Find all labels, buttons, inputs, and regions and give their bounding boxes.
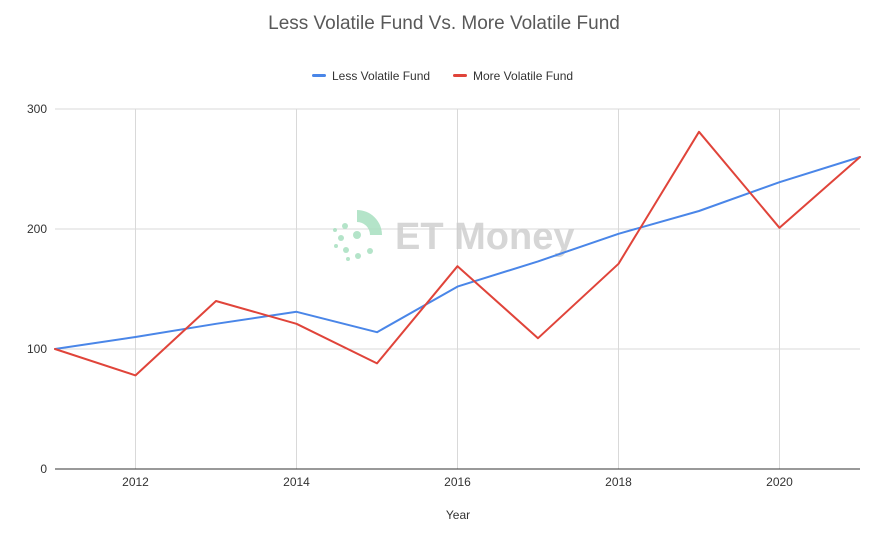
x-tick-label: 2016 <box>444 475 471 489</box>
gridlines <box>55 108 860 469</box>
x-tick-label: 2020 <box>766 475 793 489</box>
legend-swatch <box>312 74 326 77</box>
x-tick-label: 2012 <box>122 475 149 489</box>
legend-label: Less Volatile Fund <box>332 69 430 83</box>
axes: 0 100 200 300 2012 2014 2016 2018 2020 <box>27 102 860 489</box>
y-tick-label: 0 <box>40 462 47 476</box>
x-tick-label: 2014 <box>283 475 310 489</box>
watermark-text: ET Money <box>395 216 574 258</box>
legend-label: More Volatile Fund <box>473 69 573 83</box>
et-money-logo-icon <box>333 210 382 261</box>
series-line-less-volatile[interactable] <box>54 156 861 350</box>
legend-swatch <box>453 74 467 77</box>
y-tick-label: 300 <box>27 102 47 116</box>
series-line-more-volatile[interactable] <box>54 130 861 377</box>
legend-item-less-volatile[interactable]: Less Volatile Fund <box>312 69 430 83</box>
y-tick-label: 100 <box>27 342 47 356</box>
x-axis-title: Year <box>446 508 470 522</box>
y-tick-label: 200 <box>27 222 47 236</box>
chart-title: Less Volatile Fund Vs. More Volatile Fun… <box>268 13 620 34</box>
legend: Less Volatile Fund More Volatile Fund <box>312 69 573 83</box>
legend-item-more-volatile[interactable]: More Volatile Fund <box>453 69 573 83</box>
x-tick-label: 2018 <box>605 475 632 489</box>
series-lines <box>54 130 861 377</box>
watermark: ET Money <box>333 210 574 261</box>
